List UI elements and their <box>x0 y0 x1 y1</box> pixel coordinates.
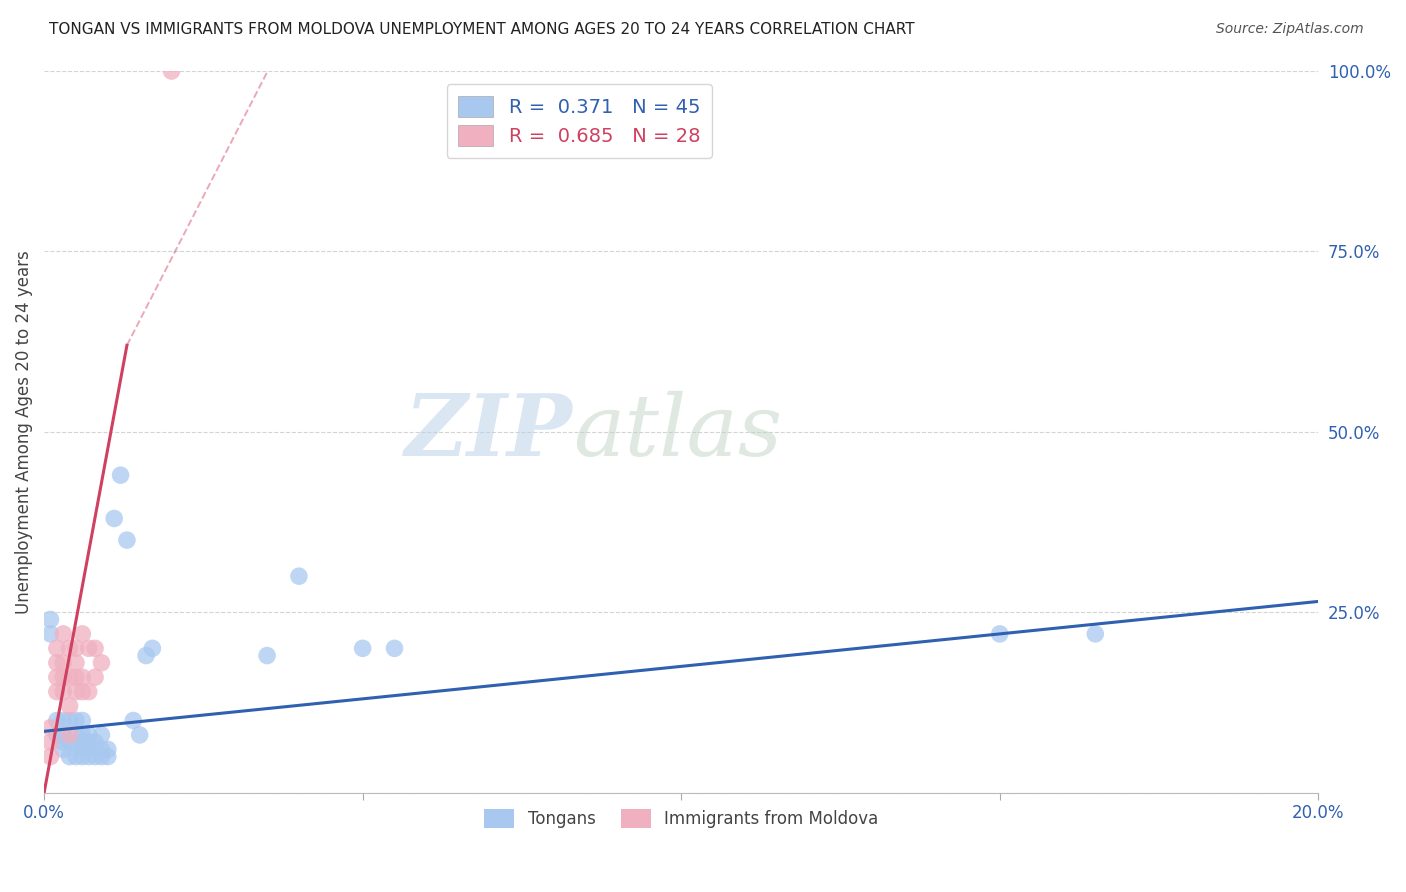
Point <box>65 684 87 698</box>
Point <box>39 612 62 626</box>
Point <box>45 641 67 656</box>
Point <box>90 728 112 742</box>
Point <box>45 728 67 742</box>
Point <box>58 714 80 728</box>
Text: TONGAN VS IMMIGRANTS FROM MOLDOVA UNEMPLOYMENT AMONG AGES 20 TO 24 YEARS CORRELA: TONGAN VS IMMIGRANTS FROM MOLDOVA UNEMPL… <box>49 22 915 37</box>
Text: ZIP: ZIP <box>405 390 572 474</box>
Point <box>72 728 94 742</box>
Point <box>39 749 62 764</box>
Point <box>135 648 157 663</box>
Point <box>65 656 87 670</box>
Point <box>115 533 138 547</box>
Point <box>52 714 75 728</box>
Point <box>65 714 87 728</box>
Point <box>39 627 62 641</box>
Point <box>77 728 100 742</box>
Point <box>988 627 1011 641</box>
Point <box>352 641 374 656</box>
Point <box>58 699 80 714</box>
Point <box>288 569 311 583</box>
Point <box>122 714 145 728</box>
Text: atlas: atlas <box>572 391 782 473</box>
Point <box>39 721 62 735</box>
Point <box>160 64 183 78</box>
Point <box>58 749 80 764</box>
Point <box>72 742 94 756</box>
Point <box>90 742 112 756</box>
Point <box>39 735 62 749</box>
Point <box>72 684 94 698</box>
Point <box>77 735 100 749</box>
Point <box>65 749 87 764</box>
Legend: Tongans, Immigrants from Moldova: Tongans, Immigrants from Moldova <box>478 803 884 835</box>
Point <box>110 468 132 483</box>
Point <box>52 742 75 756</box>
Point <box>52 670 75 684</box>
Point <box>77 641 100 656</box>
Point <box>58 728 80 742</box>
Point <box>84 641 107 656</box>
Point <box>77 742 100 756</box>
Point <box>84 742 107 756</box>
Point <box>58 670 80 684</box>
Y-axis label: Unemployment Among Ages 20 to 24 years: Unemployment Among Ages 20 to 24 years <box>15 250 32 614</box>
Point <box>90 749 112 764</box>
Point <box>58 735 80 749</box>
Point <box>52 735 75 749</box>
Point <box>77 749 100 764</box>
Point <box>72 735 94 749</box>
Point <box>52 684 75 698</box>
Point <box>72 749 94 764</box>
Point <box>65 641 87 656</box>
Point <box>65 735 87 749</box>
Point <box>1084 627 1107 641</box>
Point <box>256 648 278 663</box>
Point <box>52 728 75 742</box>
Point <box>97 749 120 764</box>
Point <box>84 735 107 749</box>
Point <box>45 656 67 670</box>
Point <box>72 714 94 728</box>
Point <box>84 749 107 764</box>
Point <box>65 728 87 742</box>
Point <box>72 670 94 684</box>
Point <box>77 684 100 698</box>
Point <box>52 627 75 641</box>
Point <box>97 742 120 756</box>
Point <box>90 656 112 670</box>
Point <box>84 670 107 684</box>
Point <box>45 684 67 698</box>
Point <box>65 670 87 684</box>
Point <box>103 511 125 525</box>
Point <box>52 656 75 670</box>
Point <box>128 728 150 742</box>
Point <box>384 641 406 656</box>
Point <box>58 641 80 656</box>
Text: Source: ZipAtlas.com: Source: ZipAtlas.com <box>1216 22 1364 37</box>
Point <box>141 641 163 656</box>
Point <box>45 714 67 728</box>
Point <box>45 670 67 684</box>
Point <box>72 627 94 641</box>
